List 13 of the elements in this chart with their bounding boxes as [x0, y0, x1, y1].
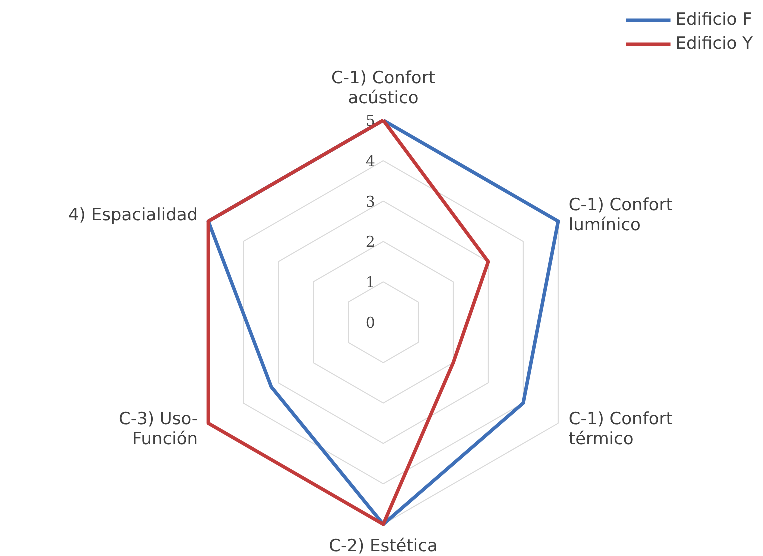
- y-tick-label: 3: [366, 192, 376, 211]
- y-tick-label: 2: [366, 233, 376, 252]
- spoke-label: C-2) Estética: [329, 536, 438, 556]
- spoke-label: C-3) Uso- Función: [119, 410, 198, 450]
- spoke-label: C-1) Confort lumínico: [568, 195, 674, 236]
- y-tick-label: 1: [366, 274, 376, 292]
- spoke-label: 4) Espacialidad: [68, 205, 198, 226]
- y-tick-label: 0: [366, 314, 376, 332]
- spoke-label: C-1) Confort térmico: [568, 410, 674, 450]
- legend-label: Edificio F: [676, 10, 752, 30]
- y-tick-label: 4: [366, 152, 376, 170]
- spoke-label: C-1) Confort acústico: [332, 68, 436, 108]
- legend-label: Edificio Y: [676, 34, 753, 54]
